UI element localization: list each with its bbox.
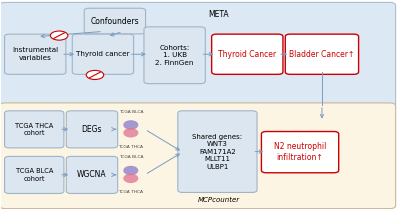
Text: DEGs: DEGs (82, 125, 102, 134)
FancyBboxPatch shape (66, 111, 117, 148)
Text: Thyroid cancer: Thyroid cancer (76, 51, 130, 57)
Ellipse shape (123, 166, 138, 175)
FancyBboxPatch shape (66, 156, 117, 193)
Text: Cohorts:
1. UKB
2. FinnGen: Cohorts: 1. UKB 2. FinnGen (156, 45, 194, 66)
FancyBboxPatch shape (4, 111, 64, 148)
Text: TCGA THCA: TCGA THCA (118, 190, 143, 194)
FancyBboxPatch shape (0, 103, 396, 209)
FancyBboxPatch shape (84, 8, 146, 34)
FancyBboxPatch shape (178, 111, 257, 192)
FancyBboxPatch shape (72, 34, 134, 74)
Text: Shared genes:
WNT3
FAM171A2
MLLT11
ULBP1: Shared genes: WNT3 FAM171A2 MLLT11 ULBP1 (192, 134, 243, 170)
Text: META: META (208, 10, 229, 19)
FancyBboxPatch shape (261, 131, 339, 173)
Text: TCGA BLCA: TCGA BLCA (119, 155, 143, 159)
Ellipse shape (123, 120, 138, 130)
Ellipse shape (123, 174, 138, 183)
FancyBboxPatch shape (4, 156, 64, 193)
Circle shape (86, 70, 104, 80)
FancyBboxPatch shape (0, 3, 396, 107)
FancyBboxPatch shape (212, 34, 283, 74)
Text: MCPcounter: MCPcounter (197, 197, 239, 203)
Text: Instrumental
variables: Instrumental variables (12, 47, 58, 61)
FancyBboxPatch shape (144, 27, 205, 84)
FancyBboxPatch shape (286, 34, 358, 74)
Text: TCGA BLCA: TCGA BLCA (119, 110, 143, 114)
Text: N2 neutrophil
infiltration↑: N2 neutrophil infiltration↑ (274, 142, 326, 162)
FancyBboxPatch shape (4, 34, 66, 74)
Text: WGCNA: WGCNA (77, 171, 107, 179)
Text: Thyroid Cancer: Thyroid Cancer (218, 50, 276, 59)
Circle shape (51, 31, 68, 40)
Text: TCGA BLCA
cohort: TCGA BLCA cohort (16, 168, 53, 182)
Text: TCGA THCA
cohort: TCGA THCA cohort (15, 123, 53, 136)
Text: TCGA THCA: TCGA THCA (118, 145, 143, 149)
Ellipse shape (123, 128, 138, 138)
Text: Confounders: Confounders (91, 17, 139, 26)
Text: Bladder Cancer↑: Bladder Cancer↑ (289, 50, 354, 59)
